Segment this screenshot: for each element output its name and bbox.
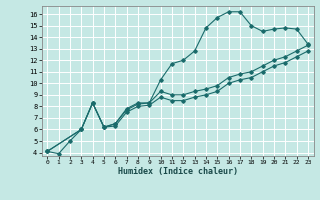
X-axis label: Humidex (Indice chaleur): Humidex (Indice chaleur) [118,167,237,176]
